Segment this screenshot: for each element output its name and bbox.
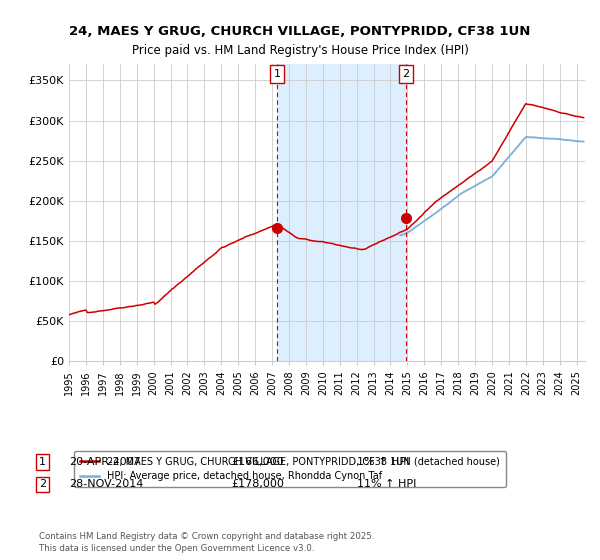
Text: 2: 2 [39, 479, 46, 489]
Text: 1: 1 [274, 69, 281, 79]
Text: £166,000: £166,000 [231, 457, 284, 467]
Text: 11% ↑ HPI: 11% ↑ HPI [357, 479, 416, 489]
Text: Price paid vs. HM Land Registry's House Price Index (HPI): Price paid vs. HM Land Registry's House … [131, 44, 469, 57]
Text: 20-APR-2007: 20-APR-2007 [69, 457, 141, 467]
Text: 1: 1 [39, 457, 46, 467]
Text: 2: 2 [403, 69, 410, 79]
Legend: 24, MAES Y GRUG, CHURCH VILLAGE, PONTYPRIDD, CF38 1UN (detached house), HPI: Ave: 24, MAES Y GRUG, CHURCH VILLAGE, PONTYPR… [74, 451, 506, 487]
Text: 24, MAES Y GRUG, CHURCH VILLAGE, PONTYPRIDD, CF38 1UN: 24, MAES Y GRUG, CHURCH VILLAGE, PONTYPR… [70, 25, 530, 38]
Bar [277, 64, 406, 361]
Text: 1% ↑ HPI: 1% ↑ HPI [357, 457, 409, 467]
Text: 28-NOV-2014: 28-NOV-2014 [69, 479, 143, 489]
Text: Contains HM Land Registry data © Crown copyright and database right 2025.
This d: Contains HM Land Registry data © Crown c… [39, 532, 374, 553]
Text: £178,000: £178,000 [231, 479, 284, 489]
